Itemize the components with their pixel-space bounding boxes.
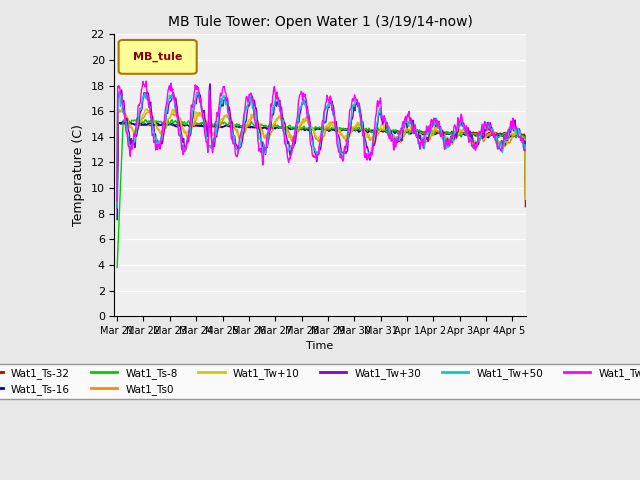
Legend: Wat1_Ts-32, Wat1_Ts-16, Wat1_Ts-8, Wat1_Ts0, Wat1_Tw+10, Wat1_Tw+30, Wat1_Tw+50,: Wat1_Ts-32, Wat1_Ts-16, Wat1_Ts-8, Wat1_… [0, 364, 640, 399]
Title: MB Tule Tower: Open Water 1 (3/19/14-now): MB Tule Tower: Open Water 1 (3/19/14-now… [168, 15, 472, 29]
FancyBboxPatch shape [118, 40, 196, 74]
Y-axis label: Temperature (C): Temperature (C) [72, 124, 85, 226]
Text: MB_tule: MB_tule [133, 52, 182, 62]
X-axis label: Time: Time [307, 341, 333, 351]
